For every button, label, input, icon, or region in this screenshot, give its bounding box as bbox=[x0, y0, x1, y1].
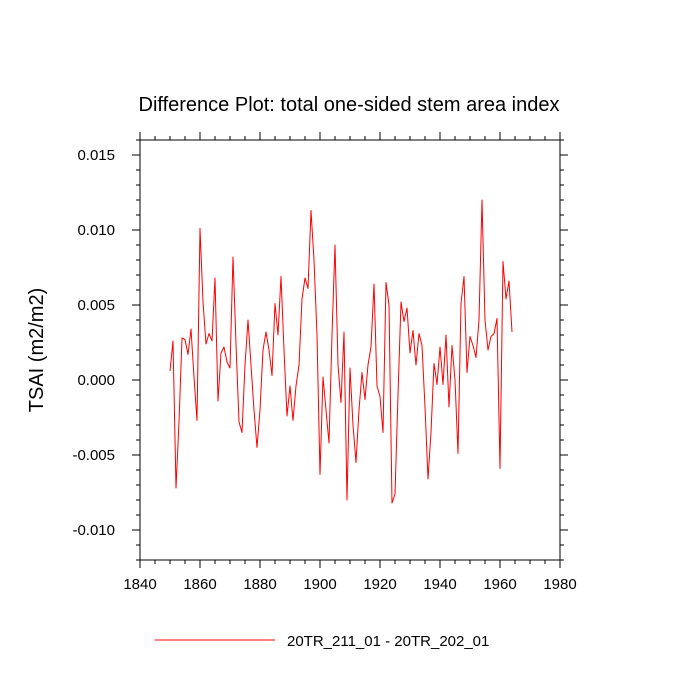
y-tick-label: 0.010 bbox=[77, 222, 115, 239]
series-line bbox=[169, 199, 513, 504]
x-tick-label: 1920 bbox=[363, 576, 396, 593]
x-tick-label: 1860 bbox=[183, 576, 216, 593]
x-tick-labels: 1840 1860 1880 1900 1920 1940 1960 1980 bbox=[123, 576, 576, 593]
legend: 20TR_211_01 - 20TR_202_01 bbox=[155, 633, 489, 650]
plot-frame bbox=[139, 139, 561, 561]
minor-ticks bbox=[136, 136, 564, 564]
major-ticks bbox=[132, 132, 568, 568]
y-tick-label: 0.005 bbox=[77, 297, 115, 314]
x-tick-label: 1980 bbox=[543, 576, 576, 593]
x-tick-label: 1880 bbox=[243, 576, 276, 593]
y-tick-labels: -0.010 -0.005 0.000 0.005 0.010 0.015 bbox=[72, 147, 115, 539]
chart-title: Difference Plot: total one-sided stem ar… bbox=[139, 94, 560, 116]
x-tick-label: 1900 bbox=[303, 576, 336, 593]
y-tick-label: 0.015 bbox=[77, 147, 115, 164]
x-tick-label: 1940 bbox=[423, 576, 456, 593]
y-axis-label: TSAI (m2/m2) bbox=[26, 288, 48, 412]
legend-label: 20TR_211_01 - 20TR_202_01 bbox=[287, 633, 489, 650]
y-tick-label: -0.010 bbox=[72, 522, 115, 539]
x-tick-label: 1960 bbox=[483, 576, 516, 593]
y-tick-label: 0.000 bbox=[77, 372, 115, 389]
plot-border bbox=[139, 139, 561, 561]
y-tick-label: -0.005 bbox=[72, 447, 115, 464]
series-layer bbox=[169, 199, 513, 504]
x-tick-label: 1840 bbox=[123, 576, 156, 593]
